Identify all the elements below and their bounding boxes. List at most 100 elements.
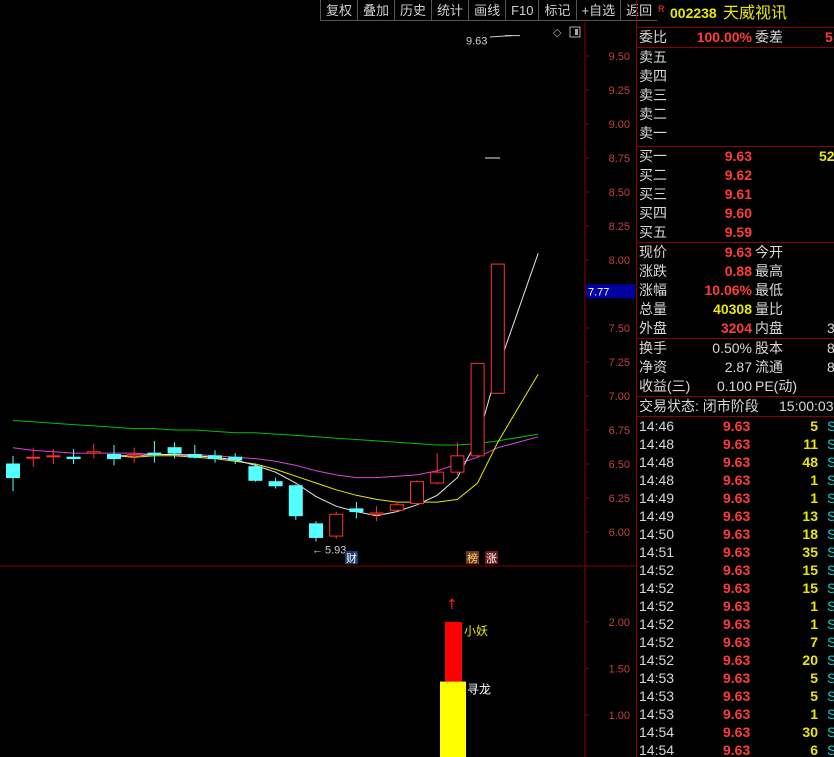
candle[interactable] [167, 442, 182, 459]
tick-row[interactable]: 14:52 9.63 7 S [637, 633, 834, 651]
event-marker-rank[interactable]: 榜 [467, 551, 478, 565]
tick-volume: 5 [810, 670, 818, 686]
ratio-value: 100.00% [696, 29, 752, 45]
candle[interactable] [127, 447, 142, 463]
tick-flag: S [827, 526, 834, 542]
toolbar-button[interactable]: 叠加 [357, 0, 395, 21]
event-marker-rank-box[interactable] [466, 551, 479, 564]
candle[interactable] [107, 444, 121, 466]
candle[interactable] [349, 502, 364, 519]
candle[interactable] [369, 506, 384, 522]
tick-list[interactable]: 14:46 9.63 5 S 14:48 9.63 11 S 14:48 9.63 48 S 14:48… [637, 417, 834, 757]
price-tick-label: 6.50 [609, 459, 630, 471]
tick-flag: S [827, 706, 834, 722]
tick-row[interactable]: 14:50 9.63 18 S [637, 525, 834, 543]
tick-row[interactable]: 14:46 9.63 5 S [637, 417, 834, 435]
buy-level-row[interactable]: 买二 9.62 [637, 166, 834, 185]
tick-time: 14:53 [639, 706, 675, 722]
candle[interactable] [389, 502, 404, 512]
tick-row[interactable]: 14:53 9.63 5 S [637, 687, 834, 705]
tick-time: 14:49 [639, 490, 675, 506]
tick-row[interactable]: 14:49 9.63 1 S [637, 489, 834, 507]
candle[interactable] [329, 511, 344, 539]
kline-chart-svg[interactable]: 9.509.259.008.758.508.258.007.757.507.25… [0, 0, 636, 757]
tick-flag: S [827, 418, 834, 434]
toolbar-button[interactable]: 返回 [620, 0, 658, 21]
candle[interactable] [208, 450, 222, 463]
candle[interactable] [430, 453, 445, 485]
tick-row[interactable]: 14:52 9.63 1 S [637, 615, 834, 633]
toolbar-button[interactable]: 复权 [320, 0, 358, 21]
candle[interactable] [6, 455, 20, 492]
candle-body [288, 485, 303, 517]
candle[interactable] [268, 477, 283, 489]
candle[interactable] [46, 449, 61, 464]
tick-volume: 13 [802, 508, 818, 524]
candle[interactable] [490, 263, 505, 394]
tick-time: 14:52 [639, 562, 675, 578]
candle[interactable] [147, 440, 162, 463]
candle[interactable] [86, 443, 101, 459]
tick-row[interactable]: 14:49 9.63 13 S [637, 507, 834, 525]
candle[interactable] [66, 449, 81, 464]
buy-level-row[interactable]: 买四 9.60 [637, 204, 834, 223]
sell-level-row[interactable]: 卖三 [637, 86, 834, 105]
window-toggle-icon[interactable] [569, 26, 581, 38]
candle[interactable] [187, 444, 202, 459]
candle[interactable] [410, 480, 424, 505]
event-marker-finance[interactable]: 财 [346, 551, 357, 565]
tick-row[interactable]: 14:52 9.63 1 S [637, 597, 834, 615]
kline-chart-area[interactable]: 9.509.259.008.758.508.258.007.757.507.25… [0, 0, 636, 757]
toolbar-button[interactable]: F10 [505, 0, 539, 21]
tick-row[interactable]: 14:52 9.63 15 S [637, 561, 834, 579]
up-arrow-icon: ↑ [446, 597, 458, 613]
candle[interactable] [470, 362, 485, 458]
buy-level-row[interactable]: 买五 9.59 [637, 223, 834, 242]
tick-volume: 1 [810, 598, 818, 614]
tick-row[interactable]: 14:52 9.63 20 S [637, 651, 834, 669]
buy-level-row[interactable]: 买一 9.63 52 [637, 147, 834, 166]
fundamental-label-2: 股本 [755, 340, 783, 356]
event-marker-limitup-box[interactable] [485, 551, 498, 564]
quote-row: 涨跌 0.88 最高 [637, 262, 834, 281]
toolbar-button[interactable]: 标记 [538, 0, 576, 21]
toolbar-button[interactable]: 统计 [431, 0, 469, 21]
buy-level-volume: 52 [819, 148, 834, 164]
quote-label: 涨跌 [639, 263, 667, 279]
toolbar-button[interactable]: 画线 [468, 0, 506, 21]
toolbar-button[interactable]: 历史 [394, 0, 432, 21]
candle[interactable] [288, 484, 303, 520]
diamond-icon[interactable]: ◇ [553, 26, 562, 39]
event-marker-finance-box[interactable] [345, 551, 358, 564]
sell-level-row[interactable]: 卖四 [637, 67, 834, 86]
candle[interactable] [228, 453, 243, 464]
tick-time: 14:51 [639, 544, 675, 560]
tick-volume: 48 [802, 454, 818, 470]
sell-level-row[interactable]: 卖五 [637, 48, 834, 67]
tick-volume: 30 [802, 724, 818, 740]
tick-row[interactable]: 14:48 9.63 48 S [637, 453, 834, 471]
toolbar-button[interactable]: +自选 [575, 0, 621, 21]
candle[interactable] [248, 464, 263, 482]
candle[interactable] [450, 442, 465, 475]
tick-time: 14:50 [639, 526, 675, 542]
candle[interactable] [309, 521, 323, 542]
sell-level-row[interactable]: 卖一 [637, 124, 834, 143]
tick-row[interactable]: 14:54 9.63 6 S [637, 741, 834, 757]
stock-name[interactable]: 天威视讯 [723, 5, 788, 22]
buy-level-row[interactable]: 买三 9.61 [637, 185, 834, 204]
tick-row[interactable]: 14:52 9.63 15 S [637, 579, 834, 597]
ma-line-white [114, 253, 539, 517]
candle[interactable] [26, 447, 41, 467]
stock-code[interactable]: 002238 [670, 5, 717, 21]
tick-row[interactable]: 14:48 9.63 11 S [637, 435, 834, 453]
event-marker-limitup[interactable]: 涨 [486, 552, 497, 565]
tick-row[interactable]: 14:51 9.63 35 S [637, 543, 834, 561]
fundamental-label-2: PE(动) [755, 378, 797, 394]
sell-level-row[interactable]: 卖二 [637, 105, 834, 124]
tick-row[interactable]: 14:53 9.63 1 S [637, 705, 834, 723]
tick-row[interactable]: 14:54 9.63 30 S [637, 723, 834, 741]
tick-row[interactable]: 14:48 9.63 1 S [637, 471, 834, 489]
tick-row[interactable]: 14:53 9.63 5 S [637, 669, 834, 687]
fundamental-label: 收益(三) [639, 378, 691, 394]
